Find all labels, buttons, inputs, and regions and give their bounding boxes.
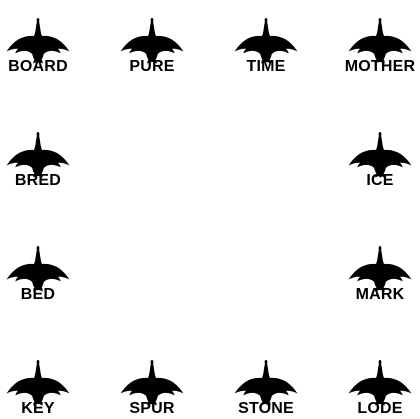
word-label-spur: SPUR [129, 400, 175, 417]
goose-tile-bred: BRED [0, 124, 83, 190]
goose-tile-key: KEY [0, 352, 83, 418]
word-label-mark: MARK [355, 286, 405, 303]
word-label-bed: BED [20, 286, 56, 303]
word-label-ice: ICE [366, 172, 394, 189]
word-label-board: BOARD [8, 58, 68, 75]
goose-tile-board: BOARD [0, 10, 83, 76]
word-label-bred: BRED [14, 172, 62, 189]
word-label-lode: LODE [357, 400, 403, 417]
word-label-stone: STONE [238, 400, 294, 417]
word-label-time: TIME [246, 58, 286, 75]
goose-tile-bed: BED [0, 238, 83, 304]
goose-tile-pure: PURE [107, 10, 197, 76]
goose-tile-spur: SPUR [107, 352, 197, 418]
goose-tile-mother: MOTHER [335, 10, 420, 76]
word-label-pure: PURE [129, 58, 175, 75]
goose-tile-mark: MARK [335, 238, 420, 304]
goose-tile-lode: LODE [335, 352, 420, 418]
word-label-mother: MOTHER [344, 58, 416, 75]
goose-tile-time: TIME [221, 10, 311, 76]
word-label-key: KEY [21, 400, 55, 417]
goose-tile-stone: STONE [221, 352, 311, 418]
goose-tile-ice: ICE [335, 124, 420, 190]
